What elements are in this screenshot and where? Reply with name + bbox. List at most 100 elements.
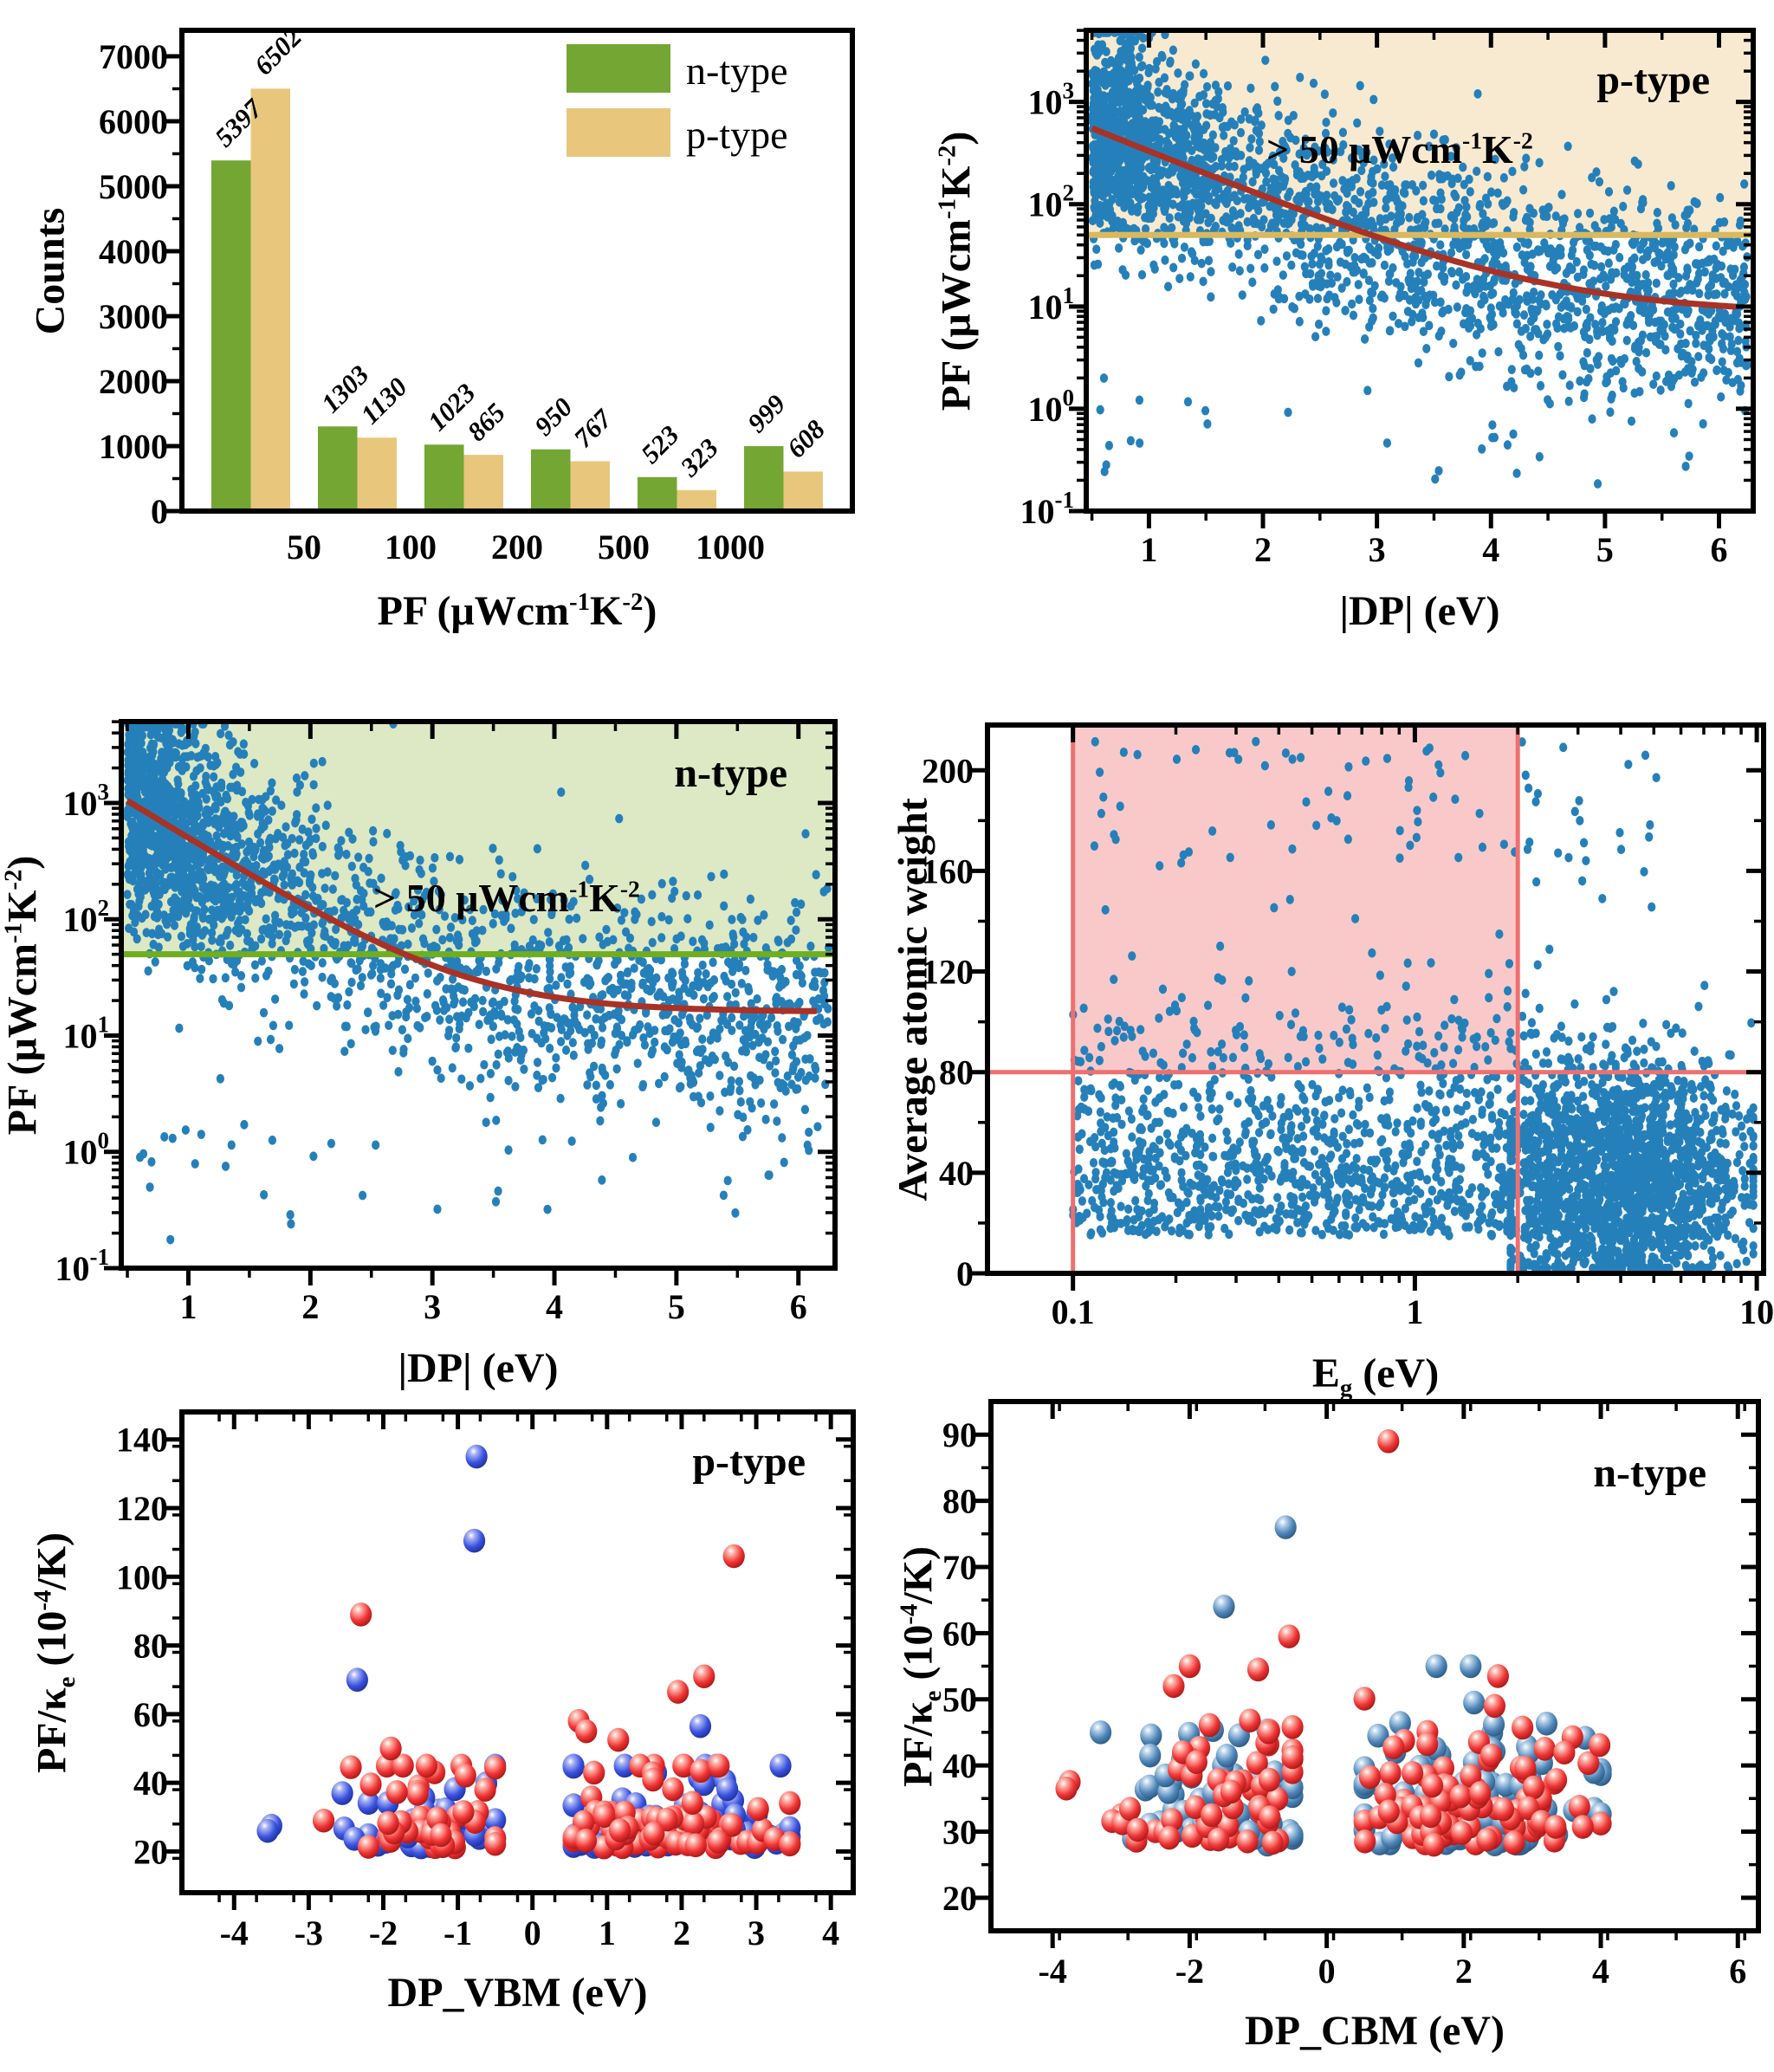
tick-label: 5000 bbox=[99, 167, 168, 206]
legend: n-type p-type bbox=[567, 44, 788, 157]
tick-label: 3 bbox=[1369, 530, 1386, 569]
tick-label: 103 bbox=[63, 779, 110, 823]
tick-label: 1 bbox=[1140, 530, 1157, 569]
tick-label: 500 bbox=[598, 528, 650, 567]
legend-swatch-n-type bbox=[567, 44, 670, 93]
carrier-type-annotation: n-type bbox=[674, 750, 787, 796]
tick-label: 40 bbox=[939, 1154, 974, 1193]
tick-label: 50 bbox=[942, 1680, 977, 1719]
tick-label: 0 bbox=[1318, 1952, 1336, 1991]
tick-label: 102 bbox=[63, 895, 110, 939]
tick-label: 100 bbox=[63, 1128, 110, 1172]
panel-pf-vs-dp-p-type: 1 2 3 4 5 6 10-1 100 101 102 103 |DP| (eV) PF (μWcm-… bbox=[887, 0, 1774, 690]
tick-label: 120 bbox=[922, 953, 974, 992]
tick-label: 0.1 bbox=[1052, 1292, 1095, 1331]
tick-label: 4 bbox=[546, 1287, 563, 1326]
x-axis-label: DP_VBM (eV) bbox=[387, 1970, 648, 2016]
tick-label: 10 bbox=[1739, 1292, 1774, 1331]
tick-label: 1 bbox=[179, 1287, 197, 1326]
tick-label: 200 bbox=[491, 528, 543, 567]
tick-label: 4 bbox=[1592, 1952, 1609, 1991]
tick-label: 3 bbox=[424, 1287, 441, 1326]
bar-series bbox=[210, 88, 824, 511]
tick-label: -4 bbox=[1039, 1952, 1067, 1991]
y-axis-label: PF (μWcm-1K-2) bbox=[933, 131, 980, 411]
bar-n-type bbox=[317, 426, 358, 511]
tick-label: 1 bbox=[599, 1913, 616, 1952]
carrier-type-annotation: p-type bbox=[1596, 57, 1710, 103]
tick-label: 20 bbox=[942, 1879, 977, 1918]
tick-label: 2 bbox=[1254, 530, 1272, 569]
tick-label: 160 bbox=[922, 851, 974, 890]
bar-n-type bbox=[210, 160, 251, 511]
tick-label: 0 bbox=[151, 492, 168, 531]
y-axis-label: Counts bbox=[27, 207, 74, 334]
axis-box bbox=[1084, 28, 1756, 514]
tick-label: 200 bbox=[922, 751, 974, 790]
fit-curve bbox=[126, 798, 817, 1014]
tick-label: 140 bbox=[116, 1421, 168, 1460]
bar-n-type bbox=[424, 444, 464, 511]
tick-label: 100 bbox=[1028, 385, 1075, 429]
red-spheres bbox=[1055, 1429, 1612, 1857]
bar-value-label: 608 bbox=[780, 413, 831, 463]
bar-n-type bbox=[530, 449, 571, 511]
panel-pfke-vs-dpcbm: -4 -2 0 2 4 6 20 30 40 50 60 70 80 90 DP_CBM (eV) PF/κe… bbox=[887, 1381, 1774, 2071]
tick-label: 100 bbox=[116, 1557, 168, 1596]
axis-box bbox=[985, 722, 1766, 1276]
legend-label: n-type bbox=[686, 49, 788, 93]
tick-label: 90 bbox=[942, 1415, 977, 1454]
tick-label: 4 bbox=[1482, 530, 1499, 569]
tick-label: 6000 bbox=[99, 102, 168, 141]
tick-label: 5 bbox=[668, 1287, 685, 1326]
bar-p-type bbox=[783, 471, 824, 511]
tick-label: 10-1 bbox=[1020, 487, 1075, 531]
tick-label: 102 bbox=[1028, 180, 1075, 224]
tick-label: 2000 bbox=[99, 362, 168, 401]
tick-label: 4 bbox=[822, 1913, 839, 1952]
bar-p-type bbox=[250, 88, 291, 511]
tick-label: 101 bbox=[1028, 282, 1075, 327]
y-axis-label: PF/κe (10-4/K) bbox=[895, 1545, 948, 1787]
tick-label: 30 bbox=[942, 1812, 977, 1851]
bar-p-type bbox=[357, 437, 398, 511]
x-axis-label: |DP| (eV) bbox=[1339, 588, 1500, 634]
tick-label: 6 bbox=[1729, 1952, 1746, 1991]
legend-label: p-type bbox=[686, 113, 788, 157]
tick-label: 2 bbox=[301, 1287, 319, 1326]
tick-label: 1000 bbox=[99, 427, 168, 466]
tick-label: 0 bbox=[524, 1913, 541, 1952]
tick-label: 6 bbox=[790, 1287, 807, 1326]
tick-label: 80 bbox=[133, 1627, 168, 1666]
y-axis-label: Average atomic weight bbox=[890, 797, 936, 1201]
tick-label: 40 bbox=[133, 1764, 168, 1803]
x-axis-label: |DP| (eV) bbox=[398, 1345, 559, 1391]
bar-n-type bbox=[743, 446, 784, 511]
x-axis-label: DP_CBM (eV) bbox=[1245, 2008, 1505, 2054]
tick-label: 3000 bbox=[99, 297, 168, 336]
carrier-type-annotation: n-type bbox=[1593, 1450, 1706, 1496]
tick-label: -2 bbox=[369, 1913, 398, 1952]
tick-label: 1 bbox=[1406, 1292, 1423, 1331]
fit-curve bbox=[1091, 125, 1737, 310]
x-axis-label: PF (μWcm-1K-2) bbox=[377, 588, 657, 634]
tick-label: -1 bbox=[444, 1913, 472, 1952]
tick-label: 10-1 bbox=[55, 1244, 110, 1288]
tick-label: 2 bbox=[673, 1913, 690, 1952]
tick-label: 101 bbox=[63, 1011, 110, 1055]
y-axis-label: PF (μWcm-1K-2) bbox=[0, 855, 46, 1135]
tick-label: 2 bbox=[1455, 1952, 1473, 1991]
bar-p-type bbox=[570, 461, 611, 511]
tick-label: 80 bbox=[942, 1482, 977, 1521]
bar-n-type bbox=[637, 476, 677, 511]
tick-label: 20 bbox=[133, 1832, 168, 1871]
legend-swatch-p-type bbox=[567, 108, 670, 157]
panel-pfke-vs-dpvbm: -4 -3 -2 -1 0 1 2 3 4 20 40 60 80 100 120 140 DP_VBM (eV… bbox=[0, 1381, 887, 2071]
threshold-annotation: > 50 μWcm-1K-2 bbox=[373, 875, 640, 920]
blue-spheres bbox=[256, 1444, 801, 1860]
tick-label: -2 bbox=[1175, 1952, 1204, 1991]
panel-pf-histogram: 5397 6502 1303 1130 1023 865 950 767 523 323 999 60… bbox=[0, 0, 887, 690]
tick-label: 120 bbox=[116, 1489, 168, 1528]
y-axis-label: PF/κe (10-4/K) bbox=[29, 1531, 81, 1773]
